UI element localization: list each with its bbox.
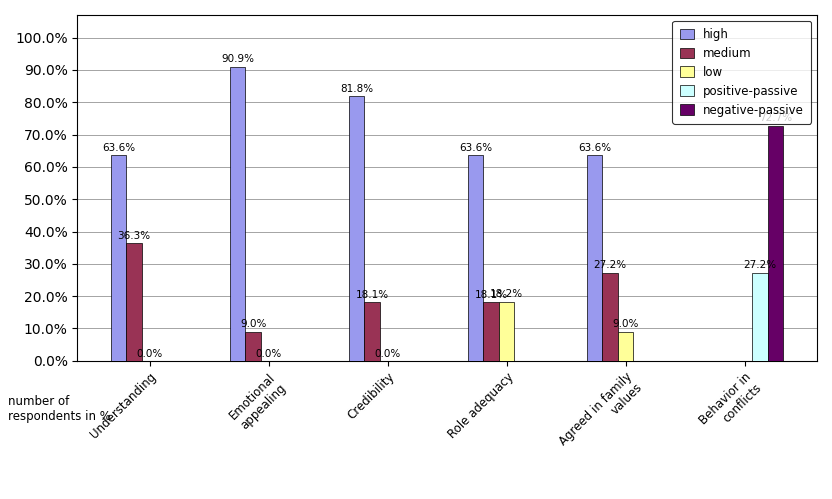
- Bar: [483, 302, 499, 361]
- Text: number of
respondents in %: number of respondents in %: [8, 395, 111, 423]
- Bar: [752, 273, 768, 361]
- Bar: [230, 67, 245, 361]
- Bar: [111, 155, 126, 361]
- Text: 18.1%: 18.1%: [474, 290, 508, 300]
- Bar: [618, 332, 633, 361]
- Text: 63.6%: 63.6%: [459, 143, 493, 153]
- Text: 18.1%: 18.1%: [355, 290, 389, 300]
- Bar: [602, 273, 618, 361]
- Bar: [364, 302, 380, 361]
- Text: 27.2%: 27.2%: [594, 260, 626, 270]
- Text: 9.0%: 9.0%: [240, 319, 266, 329]
- Text: 9.0%: 9.0%: [612, 319, 639, 329]
- Text: 0.0%: 0.0%: [136, 349, 163, 359]
- Bar: [126, 244, 142, 361]
- Text: 63.6%: 63.6%: [102, 143, 136, 153]
- Bar: [468, 155, 483, 361]
- Text: 72.7%: 72.7%: [759, 113, 792, 123]
- Legend: high, medium, low, positive-passive, negative-passive: high, medium, low, positive-passive, neg…: [672, 21, 811, 124]
- Text: 0.0%: 0.0%: [255, 349, 282, 359]
- Bar: [499, 302, 514, 361]
- Text: 90.9%: 90.9%: [221, 54, 255, 64]
- Bar: [245, 332, 261, 361]
- Text: 0.0%: 0.0%: [374, 349, 401, 359]
- Bar: [768, 126, 784, 361]
- Text: 36.3%: 36.3%: [117, 231, 151, 241]
- Text: 18.2%: 18.2%: [490, 289, 523, 299]
- Text: 81.8%: 81.8%: [340, 84, 374, 94]
- Text: 27.2%: 27.2%: [744, 260, 777, 270]
- Bar: [587, 155, 602, 361]
- Bar: [349, 96, 364, 361]
- Text: 63.6%: 63.6%: [578, 143, 612, 153]
